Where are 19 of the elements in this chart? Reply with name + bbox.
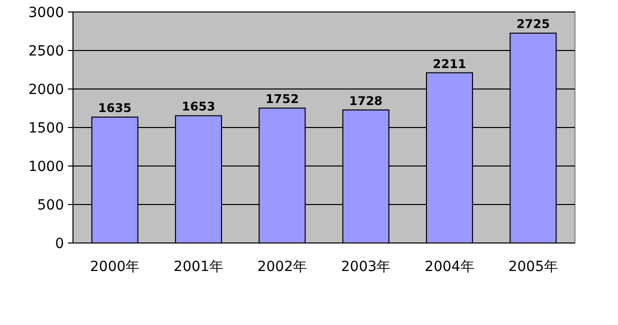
y-tick-label: 1000 [28,158,64,175]
x-tick-label: 2001年 [174,259,224,275]
data-label: 1635 [98,101,132,116]
x-tick-label: 2004年 [424,259,474,275]
y-tick-label: 0 [55,236,64,252]
x-tick-label: 2000年 [90,259,140,275]
data-label: 2211 [432,56,466,71]
data-label: 1653 [182,100,216,114]
y-tick-label: 3000 [28,4,64,21]
y-tick-label: 2500 [28,43,64,60]
y-tick-label: 2000 [28,82,64,98]
data-label: 1752 [265,92,299,106]
x-tick-label: 2003年 [341,259,391,275]
y-tick-label: 500 [37,197,64,214]
y-tick-label: 1500 [28,120,64,136]
data-label: 1728 [349,94,383,108]
x-tick-label: 2002年 [257,259,307,275]
x-tick-label: 2005年 [508,259,558,275]
data-label: 2725 [516,17,550,32]
